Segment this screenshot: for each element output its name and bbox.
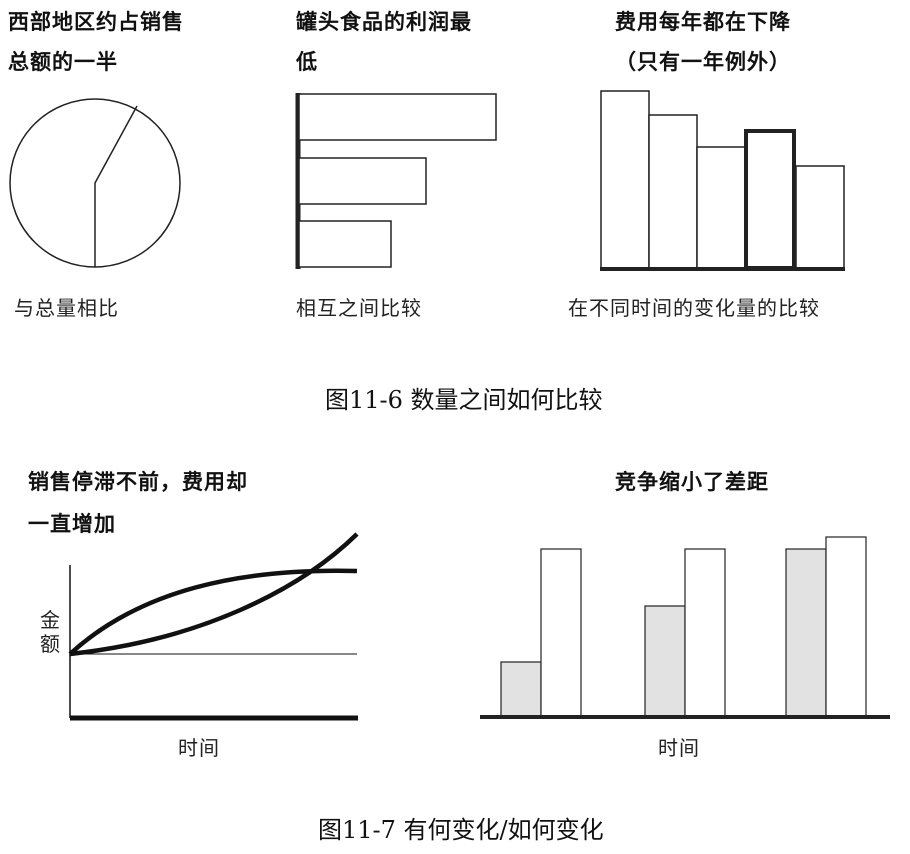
bar-3 (298, 220, 392, 268)
line-xlabel: 时间 (178, 736, 220, 760)
column-title-line2: （只有一年例外） (615, 50, 791, 74)
pair-1-own (540, 548, 582, 718)
bar-label: 相互之间比较 (296, 296, 422, 320)
line-chart (68, 532, 359, 721)
paired-xlabel: 时间 (658, 736, 700, 760)
column-3 (696, 146, 746, 269)
pair-1-competitor (500, 661, 542, 718)
sales-curve (68, 568, 358, 656)
paired-title: 竞争缩小了差距 (615, 470, 769, 494)
pie-title-line2: 总额的一半 (8, 50, 118, 74)
bar-1 (298, 93, 497, 141)
pie-label: 与总量相比 (14, 296, 119, 320)
paired-column-chart (480, 536, 890, 719)
expense-curve (69, 532, 359, 657)
bar-title-line1: 罐头食品的利润最 (296, 10, 472, 34)
pie-title-line1: 西部地区约占销售 (8, 10, 184, 34)
pair-3-own (825, 536, 867, 718)
column-chart (600, 90, 845, 271)
pie-slice-divider (94, 105, 138, 267)
column-5 (795, 165, 845, 269)
column-1 (600, 90, 650, 269)
bar-title-line2: 低 (296, 50, 318, 74)
line-title-line1: 销售停滞不前，费用却 (28, 470, 248, 494)
bar-2 (298, 157, 427, 205)
pair-3-competitor (785, 548, 827, 718)
column-2 (648, 114, 698, 269)
column-title-line1: 费用每年都在下降 (615, 10, 791, 34)
pair-2-own (684, 548, 726, 718)
figure-11-7-caption: 图11-7 有何变化/如何变化 (318, 816, 604, 844)
column-4-highlight (744, 129, 796, 270)
pie-chart (9, 98, 181, 268)
pair-2-competitor (644, 605, 686, 718)
line-title-line2: 一直增加 (28, 512, 116, 536)
line-ylabel: 金额 (40, 608, 60, 656)
column-label: 在不同时间的变化量的比较 (568, 296, 820, 320)
horizontal-bar-chart (295, 93, 497, 269)
figure-11-6-caption: 图11-6 数量之间如何比较 (325, 386, 603, 414)
